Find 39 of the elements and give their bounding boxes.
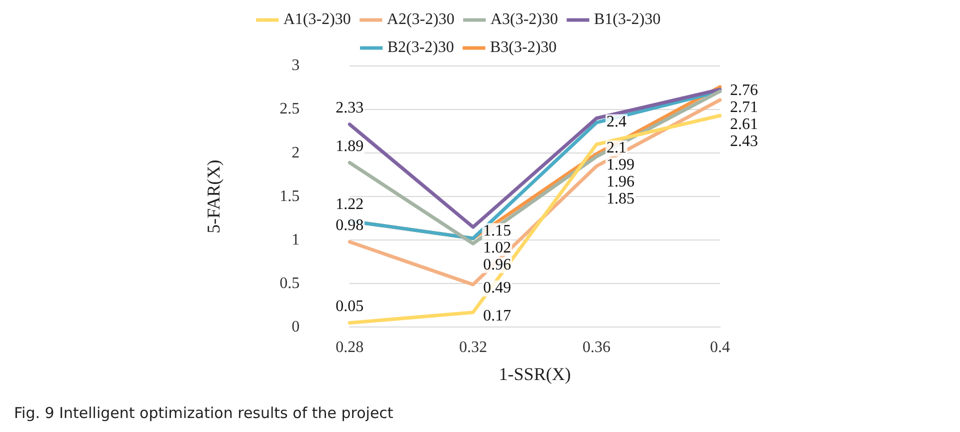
data-label: 1.15: [483, 222, 512, 240]
data-label: 2.71: [730, 99, 758, 116]
legend-label: B3(3-2)30: [490, 39, 557, 56]
x-axis-title: 1-SSR(X): [498, 364, 571, 384]
data-label: 0.49: [483, 280, 512, 297]
data-label: 2.33: [336, 100, 364, 117]
y-axis-title: 5-FAR(X): [204, 160, 224, 234]
x-tick-label: 0.28: [336, 339, 364, 356]
data-label: 1.99: [606, 156, 635, 174]
legend-label: A3(3-2)30: [490, 11, 558, 28]
data-label: 0.17: [483, 308, 512, 325]
caption: Fig. 9 Intelligent optimization results of the project: [14, 404, 394, 422]
data-label: 1.96: [606, 174, 635, 191]
data-label: 0.05: [336, 298, 364, 316]
data-label: 2.4: [606, 113, 627, 130]
y-tick-label: 1: [292, 231, 300, 248]
x-tick-label: 0.32: [459, 339, 488, 356]
data-label: 0.98: [336, 217, 364, 234]
x-tick-label: 0.36: [582, 339, 611, 356]
data-label: 2.76: [730, 82, 758, 100]
data-label: 2.1: [606, 140, 627, 157]
y-tick-label: 0: [292, 318, 300, 336]
y-tick-label: 3: [292, 57, 300, 74]
y-tick-label: 2: [292, 144, 300, 162]
data-label: 1.85: [606, 190, 635, 208]
data-label: 1.22: [336, 196, 364, 214]
data-label: 1.89: [336, 138, 364, 155]
legend-label: B1(3-2)30: [594, 11, 661, 28]
data-label: 0.96: [483, 256, 512, 274]
data-label: 1.02: [483, 239, 512, 256]
data-label: 2.61: [730, 116, 758, 134]
x-tick-label: 0.4: [710, 339, 730, 356]
y-tick-label: 1.5: [280, 188, 300, 205]
legend-label: A2(3-2)30: [386, 11, 454, 28]
y-tick-label: 2.5: [280, 100, 300, 118]
y-tick-label: 0.5: [280, 274, 300, 292]
legend-label: A1(3-2)30: [283, 11, 351, 28]
data-label: 2.43: [730, 133, 758, 150]
legend-label: B2(3-2)30: [387, 39, 454, 56]
